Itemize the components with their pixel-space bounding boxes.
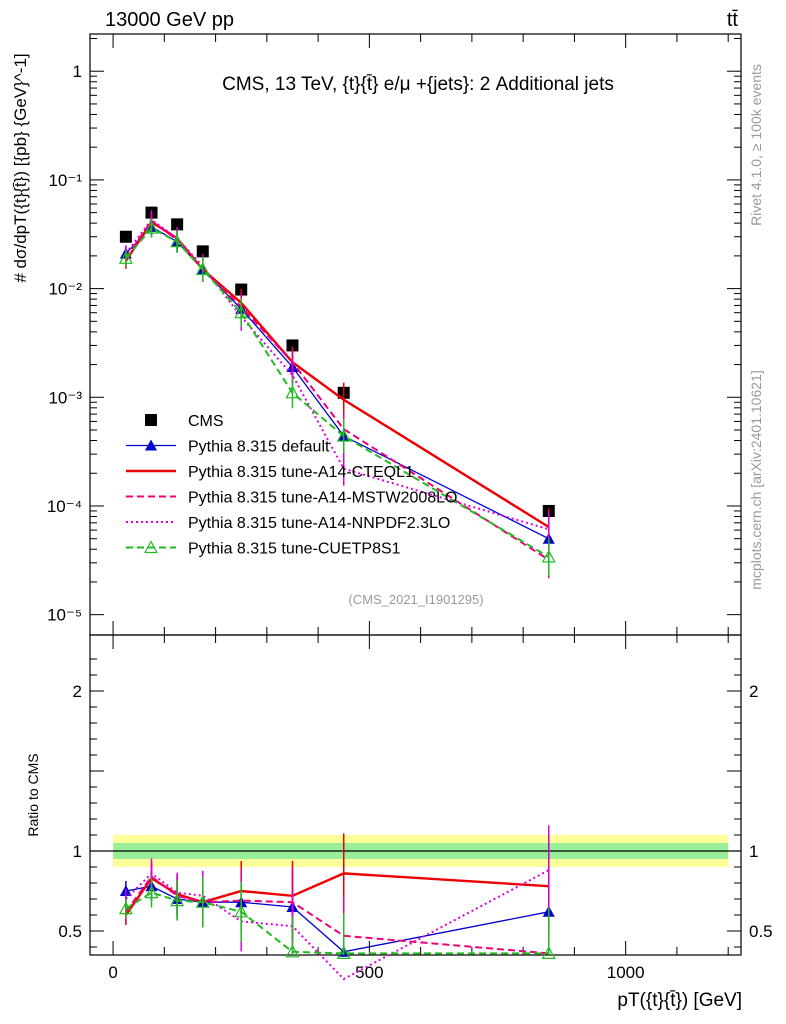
x-axis-label: pT({t}{t̄}) [GeV] bbox=[617, 990, 742, 1011]
data-point bbox=[285, 944, 300, 958]
x-tick-label: 0 bbox=[108, 963, 117, 982]
legend-entry: Pythia 8.315 default bbox=[126, 439, 330, 456]
y-tick-label: 10⁻³ bbox=[48, 388, 82, 407]
data-point bbox=[145, 414, 157, 426]
data-point bbox=[195, 262, 210, 276]
legend-entry: Pythia 8.315 tune-A14-NNPDF2.3LO bbox=[126, 515, 450, 532]
ratio-y-axis-label: Ratio to CMS bbox=[25, 753, 41, 836]
y-tick-label: 0.5 bbox=[58, 922, 82, 941]
ratio-line bbox=[125, 875, 549, 955]
ratio-uncertainty-bands bbox=[90, 835, 741, 867]
legend: CMS Pythia 8.315 default Pythia 8.315 tune… bbox=[126, 413, 457, 558]
data-point bbox=[195, 894, 210, 908]
x-tick-label: 500 bbox=[355, 963, 383, 982]
analysis-label: (CMS_2021_I1901295) bbox=[348, 592, 483, 607]
legend-label: Pythia 8.315 tune-CUETP8S1 bbox=[188, 541, 401, 558]
y-tick-label-right: 2 bbox=[749, 682, 758, 701]
legend-label: Pythia 8.315 tune-A14-NNPDF2.3LO bbox=[188, 515, 450, 532]
data-point bbox=[144, 885, 159, 899]
y-tick-label: 1 bbox=[73, 842, 82, 861]
ratio-line bbox=[125, 885, 549, 953]
y-tick-label-right: 0.5 bbox=[749, 922, 773, 941]
data-point bbox=[336, 428, 351, 442]
ratio-line bbox=[125, 891, 549, 955]
data-point bbox=[234, 904, 249, 918]
data-point bbox=[196, 245, 209, 258]
data-point bbox=[285, 385, 300, 399]
legend-entry: Pythia 8.315 tune-A14-CTEQL1 bbox=[126, 464, 414, 481]
legend-entry: CMS bbox=[145, 413, 224, 430]
data-point bbox=[541, 549, 556, 563]
data-point bbox=[234, 305, 249, 319]
mcplots-label: mcplots.cern.ch [arXiv:2401.10621] bbox=[748, 370, 764, 589]
legend-label: Pythia 8.315 tune-A14-MSTW2008LO bbox=[188, 490, 457, 507]
main-series-layer bbox=[118, 206, 556, 579]
data-point bbox=[145, 439, 157, 451]
legend-entry: Pythia 8.315 tune-CUETP8S1 bbox=[126, 540, 401, 558]
series-line bbox=[124, 220, 550, 529]
ratio-series-pythia-8-315-tune-cuetp8s1 bbox=[118, 877, 556, 960]
ratio-plot-frame bbox=[89, 634, 742, 956]
rivet-version-label: Rivet 4.1.0, ≥ 100k events bbox=[748, 64, 764, 226]
data-point bbox=[170, 893, 185, 907]
data-point bbox=[286, 339, 299, 352]
main-axis-ticks: 10⁻⁵ 10⁻⁴ 10⁻³ 10⁻² 10⁻¹ 1 bbox=[47, 34, 741, 635]
legend-label: CMS bbox=[188, 413, 224, 430]
series-line bbox=[125, 218, 550, 531]
ratio-series-pythia-8-315-default bbox=[119, 866, 555, 957]
y-tick-label: 10⁻⁵ bbox=[47, 606, 82, 625]
header-energy-label: 13000 GeV pp bbox=[105, 9, 234, 31]
data-point bbox=[541, 946, 556, 960]
y-tick-label-right: 1 bbox=[749, 842, 758, 861]
data-point bbox=[118, 901, 133, 915]
series-line bbox=[125, 219, 550, 561]
legend-label: Pythia 8.315 default bbox=[188, 439, 330, 456]
data-point bbox=[118, 251, 133, 264]
series-pythia-8-315-tune-cuetp8s1 bbox=[118, 218, 556, 576]
ratio-axis-ticks: 0 500 1000 0.5 0.5 1 1 2 2 bbox=[58, 635, 773, 982]
data-point bbox=[170, 234, 185, 248]
y-tick-label: 2 bbox=[73, 682, 82, 701]
header-process-label: tt̄ bbox=[727, 9, 739, 31]
legend-entry: Pythia 8.315 tune-A14-MSTW2008LO bbox=[126, 490, 457, 507]
y-tick-label: 1 bbox=[73, 62, 82, 81]
y-tick-label: 10⁻¹ bbox=[48, 171, 82, 190]
series-cms bbox=[119, 206, 555, 517]
chart-title: CMS, 13 TeV, {t}{t̄} e/μ +{jets}: 2 Addi… bbox=[222, 74, 614, 95]
legend-label: Pythia 8.315 tune-A14-CTEQL1 bbox=[188, 464, 414, 481]
y-tick-label: 10⁻² bbox=[48, 280, 82, 299]
main-y-axis-label: # dσ/dpT({t}{t̄}) [{pb} {GeV}^-1] bbox=[11, 53, 30, 282]
data-point bbox=[336, 946, 351, 960]
y-tick-label: 10⁻⁴ bbox=[47, 497, 82, 516]
x-tick-label: 1000 bbox=[607, 963, 645, 982]
data-point bbox=[119, 230, 132, 243]
data-point bbox=[144, 220, 159, 234]
ratio-series-layer bbox=[118, 825, 556, 981]
ratio-line bbox=[125, 869, 550, 981]
data-point bbox=[143, 540, 159, 554]
data-point bbox=[171, 218, 184, 231]
